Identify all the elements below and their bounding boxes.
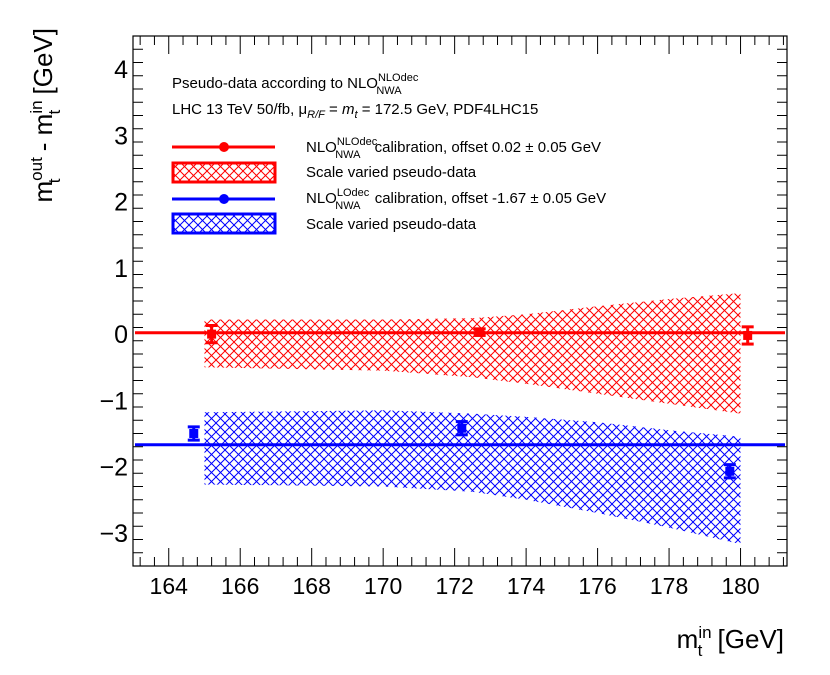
legend-red-band-swatch — [171, 161, 277, 184]
data-point-blue-1 — [457, 423, 467, 433]
x-tick-label: 172 — [435, 573, 473, 599]
header-line-1: Pseudo-data according to NLONLOdec NWA — [172, 72, 419, 97]
x-tick-label: 166 — [221, 573, 259, 599]
legend-blue-label: NLOLOdec NWA calibration, offset -1.67 ± … — [306, 187, 606, 212]
legend-blue-band-label: Scale varied pseudo-data — [306, 216, 477, 233]
scale-band-blue — [204, 410, 741, 545]
y-tick-label: −3 — [99, 520, 128, 548]
y-tick-label: 2 — [114, 189, 128, 217]
legend-red-marker — [219, 142, 229, 152]
x-tick-label: 164 — [150, 573, 189, 599]
header-line-2: LHC 13 TeV 50/fb, μR/F = mt = 172.5 GeV,… — [172, 101, 538, 121]
y-tick-label: 3 — [114, 122, 128, 150]
x-tick-label: 176 — [578, 573, 616, 599]
y-tick-label: −2 — [99, 454, 128, 482]
x-tick-label: 174 — [507, 573, 546, 599]
legend-red-label: NLONLOdec NWA calibration, offset 0.02 ± … — [306, 136, 601, 161]
x-tick-label: 180 — [721, 573, 759, 599]
data-point-red-2 — [743, 330, 753, 340]
data-point-red-0 — [207, 329, 217, 339]
data-point-red-1 — [475, 327, 485, 337]
legend: NLONLOdec NWA calibration, offset 0.02 ± … — [171, 136, 606, 235]
data-point-blue-0 — [189, 429, 199, 438]
y-tick-label: 0 — [114, 321, 128, 349]
legend-blue-band-swatch — [171, 212, 277, 235]
x-tick-label: 170 — [364, 573, 402, 599]
scale-band-red — [204, 293, 741, 414]
y-tick-label: 1 — [114, 255, 128, 283]
y-axis-title: moutt - mint [GeV] — [27, 28, 64, 203]
x-axis-title: min t [GeV] — [677, 623, 784, 660]
x-tick-label: 168 — [293, 573, 331, 599]
x-tick-label: 178 — [650, 573, 688, 599]
legend-blue-marker — [219, 194, 229, 204]
legend-red-band-label: Scale varied pseudo-data — [306, 164, 477, 181]
data-point-blue-2 — [725, 466, 735, 476]
y-tick-label: 4 — [114, 56, 128, 84]
y-tick-label: −1 — [99, 387, 128, 415]
